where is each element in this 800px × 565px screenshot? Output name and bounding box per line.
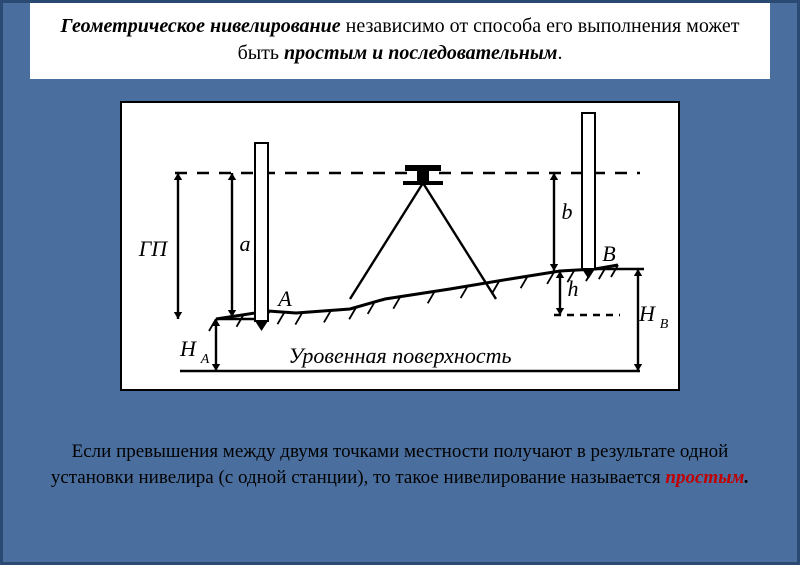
svg-text:A: A <box>276 286 292 311</box>
intro-emph-1: Геометрическое нивелирование <box>60 15 340 37</box>
svg-text:Уровенная поверхность: Уровенная поверхность <box>288 343 511 368</box>
svg-text:h: h <box>568 276 579 301</box>
svg-text:ГП: ГП <box>138 236 169 261</box>
svg-text:В: В <box>660 317 669 332</box>
svg-text:H: H <box>179 336 197 361</box>
leveling-diagram: ГПaAHАbBhHВУровенная поверхность <box>120 101 680 391</box>
def-text-2: . <box>744 467 749 488</box>
svg-text:B: B <box>602 241 615 266</box>
intro-emph-2: простым и последовательным <box>284 42 557 64</box>
intro-text-2: . <box>557 42 562 64</box>
svg-text:b: b <box>562 199 573 224</box>
def-emph-1: простым <box>665 467 744 488</box>
svg-text:А: А <box>200 352 210 367</box>
svg-text:a: a <box>240 231 251 256</box>
definition-paragraph: Если превышения между двумя точками мест… <box>50 439 750 490</box>
def-text-1: Если превышения между двумя точками мест… <box>51 441 729 488</box>
svg-text:H: H <box>638 301 656 326</box>
intro-paragraph: Геометрическое нивелирование независимо … <box>30 3 770 79</box>
